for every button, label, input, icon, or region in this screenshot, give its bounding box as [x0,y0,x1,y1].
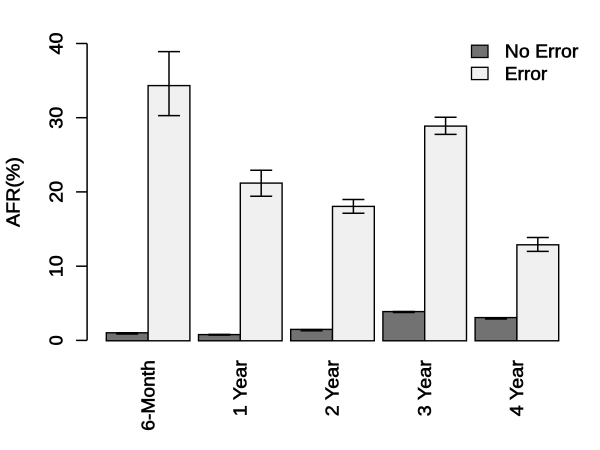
svg-text:AFR(%): AFR(%) [4,157,24,227]
svg-text:40: 40 [47,33,67,55]
svg-text:No Error: No Error [505,42,579,62]
svg-text:0: 0 [47,335,67,345]
svg-text:3 Year: 3 Year [415,360,435,416]
svg-text:1 Year: 1 Year [231,360,251,416]
svg-text:4 Year: 4 Year [507,360,527,416]
svg-text:10: 10 [47,255,67,277]
svg-text:30: 30 [47,107,67,129]
svg-text:20: 20 [47,181,67,203]
svg-text:6-Month: 6-Month [138,360,158,431]
svg-text:2 Year: 2 Year [323,360,343,416]
svg-text:Error: Error [505,64,548,84]
